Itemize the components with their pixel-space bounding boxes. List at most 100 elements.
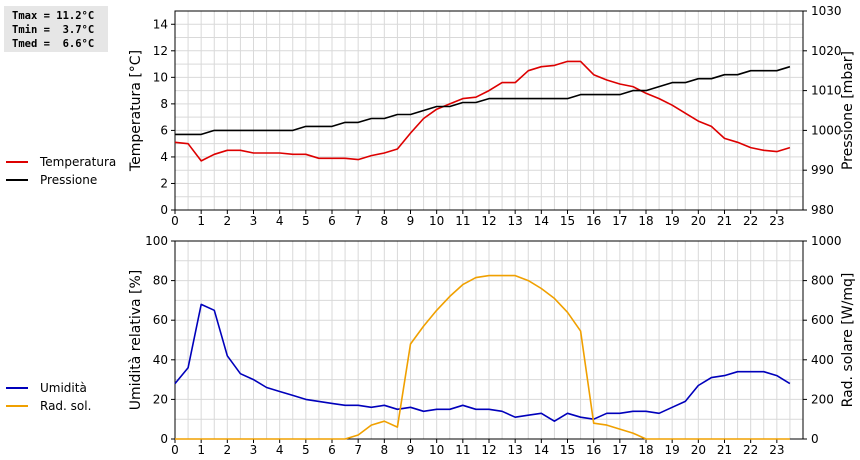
chart2-y-tick-label: 80 (153, 274, 168, 288)
chart1-x-tick-label: 1 (197, 214, 205, 228)
chart1-y2-tick-label: 990 (811, 163, 834, 177)
chart1-y-tick-label: 2 (160, 176, 168, 190)
chart2-x-tick-label: 10 (429, 443, 444, 457)
chart1-series-pressione (175, 65, 791, 136)
chart1-series-temperatura (174, 60, 791, 162)
chart1-x-tick-label: 0 (171, 214, 179, 228)
chart1-y-tick-label: 4 (160, 150, 168, 164)
chart2-y2label: Rad. solare [W/mq] (840, 273, 856, 408)
chart2-series-umidit (174, 303, 791, 423)
chart2-x-tick-label: 19 (665, 443, 680, 457)
chart2-x-tick-label: 6 (328, 443, 336, 457)
chart2-x-tick-label: 8 (381, 443, 389, 457)
chart2-y-tick-label: 0 (160, 432, 168, 446)
chart2-x-tick-label: 4 (276, 443, 284, 457)
legend-top: Temperatura Pressione (6, 153, 116, 189)
chart1-x-tick-label: 20 (691, 214, 706, 228)
legend-item-pressione: Pressione (6, 171, 116, 189)
chart1-y-tick-label: 8 (160, 97, 168, 111)
chart2-x-tick-label: 1 (197, 443, 205, 457)
chart1-ylabel: Temperatura [°C] (128, 50, 144, 172)
tmed-label: Tmed = 6.6°C (12, 38, 95, 50)
chart1-y2-tick-label: 1030 (811, 4, 842, 18)
chart1-x-tick-label: 17 (612, 214, 627, 228)
chart2-x-tick-label: 11 (455, 443, 470, 457)
chart1-x-tick-label: 11 (455, 214, 470, 228)
chart1-x-tick-label: 15 (560, 214, 575, 228)
chart1-x-tick-label: 7 (354, 214, 362, 228)
chart2-x-tick-label: 14 (534, 443, 549, 457)
chart1-x-tick-label: 9 (407, 214, 415, 228)
legend-label-pressione: Pressione (40, 173, 98, 187)
chart2-x-tick-label: 0 (171, 443, 179, 457)
chart2-y2-tick-label: 1000 (811, 234, 842, 248)
legend-swatch-pressione (6, 179, 28, 181)
legend-swatch-rad-sol (6, 405, 28, 407)
chart1-y2label: Pressione [mbar] (840, 51, 856, 170)
legend-label-rad-sol: Rad. sol. (40, 399, 92, 413)
legend-label-umidita: Umidità (40, 381, 87, 395)
chart2-x-tick-label: 7 (354, 443, 362, 457)
chart2-x-tick-label: 16 (586, 443, 601, 457)
chart2-x-tick-label: 15 (560, 443, 575, 457)
legend-item-umidita: Umidità (6, 379, 91, 397)
chart2-x-tick-label: 5 (302, 443, 310, 457)
chart1-y2-tick-label: 980 (811, 203, 834, 217)
chart2-y2-tick-label: 0 (811, 432, 819, 446)
chart2-x-tick-label: 17 (612, 443, 627, 457)
legend-item-temperatura: Temperatura (6, 153, 116, 171)
chart2-series-rad-sol (175, 274, 790, 440)
chart1-y-tick-label: 10 (153, 70, 168, 84)
chart1-y-tick-label: 12 (153, 44, 168, 58)
chart2-x-tick-label: 9 (407, 443, 415, 457)
chart1-x-tick-label: 19 (665, 214, 680, 228)
tmax-label: Tmax = 11.2°C (12, 10, 95, 22)
chart1-x-tick-label: 10 (429, 214, 444, 228)
chart1-x-tick-label: 13 (508, 214, 523, 228)
chart1-y-tick-label: 6 (160, 123, 168, 137)
chart1-x-tick-label: 22 (743, 214, 758, 228)
chart2-x-tick-label: 23 (769, 443, 784, 457)
chart1-x-tick-label: 14 (534, 214, 549, 228)
chart2-x-tick-label: 12 (481, 443, 496, 457)
chart1-x-tick-label: 23 (769, 214, 784, 228)
chart1-x-tick-label: 4 (276, 214, 284, 228)
chart2-y-tick-label: 40 (153, 353, 168, 367)
chart2-x-tick-label: 13 (508, 443, 523, 457)
chart1-x-tick-label: 5 (302, 214, 310, 228)
chart2-y2-tick-label: 600 (811, 313, 834, 327)
chart2-y-tick-label: 100 (145, 234, 168, 248)
chart2-y-tick-label: 60 (153, 313, 168, 327)
tmin-label: Tmin = 3.7°C (12, 24, 95, 36)
chart2-x-tick-label: 18 (638, 443, 653, 457)
legend-swatch-temperatura (6, 161, 28, 163)
chart1-y2-tick-label: 1020 (811, 44, 842, 58)
chart2-y2-tick-label: 800 (811, 274, 834, 288)
chart2-y-tick-label: 20 (153, 392, 168, 406)
legend-item-rad-sol: Rad. sol. (6, 397, 91, 415)
chart1-x-tick-label: 16 (586, 214, 601, 228)
legend-label-temperatura: Temperatura (40, 155, 117, 169)
chart1-x-tick-label: 12 (481, 214, 496, 228)
chart2-x-tick-label: 2 (224, 443, 232, 457)
legend-bottom: Umidità Rad. sol. (6, 379, 91, 415)
chart1-y2-tick-label: 1000 (811, 123, 842, 137)
chart1-x-tick-label: 18 (638, 214, 653, 228)
chart2-y2-tick-label: 200 (811, 392, 834, 406)
chart1-y2-tick-label: 1010 (811, 84, 842, 98)
chart1-x-tick-label: 6 (328, 214, 336, 228)
chart2-x-tick-label: 21 (717, 443, 732, 457)
chart1-y-tick-label: 0 (160, 203, 168, 217)
chart2-ylabel: Umidità relativa [%] (128, 270, 144, 411)
chart1-x-tick-label: 21 (717, 214, 732, 228)
legend-swatch-umidita (6, 387, 28, 389)
chart2-x-tick-label: 20 (691, 443, 706, 457)
chart1-x-tick-label: 3 (250, 214, 258, 228)
chart1-x-tick-label: 8 (381, 214, 389, 228)
chart2-x-tick-label: 3 (250, 443, 258, 457)
chart2-y2-tick-label: 400 (811, 353, 834, 367)
chart2-x-tick-label: 22 (743, 443, 758, 457)
chart1-x-tick-label: 2 (224, 214, 232, 228)
chart1-y-tick-label: 14 (153, 17, 168, 31)
